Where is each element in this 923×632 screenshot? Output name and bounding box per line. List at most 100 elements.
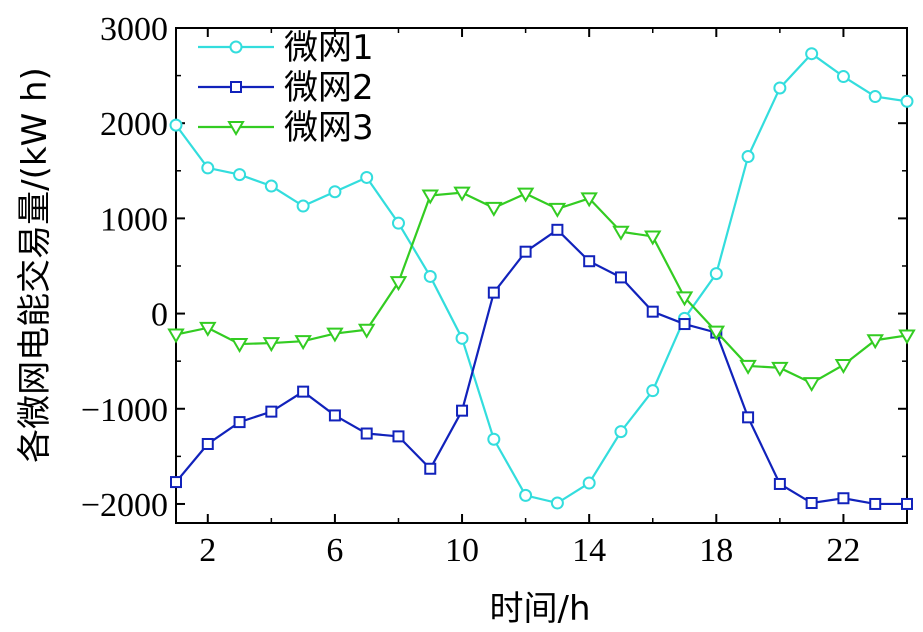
data-point-2 (901, 497, 913, 510)
data-point-2 (297, 385, 310, 398)
x-tick-label: 14 (572, 532, 606, 569)
data-point-1 (773, 81, 787, 95)
data-point-3 (262, 337, 281, 353)
data-point-1 (582, 476, 596, 490)
data-point-1 (487, 432, 501, 446)
x-tick-label: 22 (826, 532, 860, 569)
data-point-2 (583, 255, 596, 268)
data-point-1 (423, 269, 437, 283)
data-point-3 (453, 186, 471, 202)
data-point-3 (707, 325, 726, 341)
data-point-2 (456, 404, 469, 417)
data-point-2 (614, 271, 627, 284)
data-point-3 (294, 335, 312, 351)
y-axis: −2000 −1000 0 1000 2000 3000 (81, 11, 907, 524)
y-tick-label: −2000 (81, 487, 168, 524)
data-point-3 (357, 323, 376, 339)
data-point-2 (265, 405, 278, 418)
data-point-2 (646, 305, 659, 318)
data-point-3 (866, 334, 884, 350)
data-point-2 (170, 476, 182, 489)
legend-marker (229, 40, 243, 54)
data-point-3 (612, 225, 630, 241)
series-1 (169, 47, 914, 510)
legend-item-1: 微网1 (198, 28, 374, 68)
data-point-1 (550, 496, 564, 510)
data-point-3 (834, 358, 853, 374)
data-point-1 (868, 90, 882, 104)
series-2 (170, 223, 913, 510)
data-point-3 (421, 189, 440, 205)
data-point-3 (167, 328, 185, 344)
x-tick-label: 10 (445, 532, 479, 569)
data-point-2 (201, 437, 214, 450)
x-axis-title: 时间/h (489, 589, 590, 629)
data-point-1 (169, 118, 183, 132)
x-axis: 2 6 10 14 18 22 (199, 28, 908, 569)
data-point-2 (487, 286, 500, 299)
data-point-1 (741, 150, 755, 164)
series-3 (167, 186, 916, 393)
data-point-3 (199, 321, 217, 337)
data-point-3 (898, 329, 916, 345)
series-layer (167, 47, 916, 510)
data-point-2 (678, 318, 691, 331)
y-tick-label: 0 (151, 297, 168, 334)
data-point-1 (233, 168, 247, 182)
series-line-3 (175, 191, 908, 385)
data-point-1 (709, 267, 723, 281)
legend-item-2: 微网2 (198, 68, 374, 108)
data-point-2 (233, 416, 246, 429)
data-point-2 (328, 409, 341, 422)
data-point-3 (389, 276, 408, 292)
data-point-2 (360, 427, 373, 440)
data-point-3 (230, 338, 249, 354)
data-point-2 (773, 477, 786, 490)
data-point-1 (900, 94, 914, 108)
data-point-3 (802, 377, 821, 393)
plot-border (175, 27, 908, 524)
data-point-3 (771, 361, 789, 377)
data-point-1 (296, 199, 310, 213)
data-point-3 (739, 359, 757, 375)
data-point-1 (614, 425, 628, 439)
data-point-2 (392, 430, 405, 443)
data-point-2 (742, 411, 755, 424)
data-point-2 (424, 462, 437, 475)
legend-marker (227, 121, 245, 136)
y-tick-label: −1000 (81, 392, 168, 429)
data-point-1 (391, 216, 405, 230)
data-point-1 (519, 488, 533, 502)
legend-label: 微网3 (284, 108, 374, 148)
y-tick-label: 1000 (100, 201, 168, 238)
data-point-3 (643, 230, 662, 246)
y-axis-title: 各微网电能交易量/(kW h) (15, 67, 55, 463)
data-point-3 (516, 187, 535, 203)
data-point-2 (805, 497, 818, 510)
data-point-2 (869, 497, 882, 510)
data-point-1 (264, 179, 278, 193)
data-point-3 (548, 202, 567, 218)
legend-item-3: 微网3 (198, 108, 374, 148)
y-tick-label: 3000 (100, 11, 168, 48)
legend-marker (230, 81, 242, 93)
data-point-2 (551, 223, 564, 236)
data-point-2 (837, 492, 850, 505)
legend-label: 微网2 (284, 68, 374, 108)
plot-frame (175, 27, 908, 524)
data-point-1 (328, 185, 342, 199)
data-point-3 (326, 327, 344, 343)
data-point-1 (805, 47, 819, 61)
data-point-1 (455, 331, 469, 345)
data-point-3 (580, 192, 598, 208)
x-tick-label: 18 (699, 532, 733, 569)
data-point-1 (836, 70, 850, 84)
data-point-2 (519, 245, 532, 258)
data-point-1 (646, 384, 660, 398)
data-point-1 (201, 161, 215, 175)
x-tick-label: 2 (199, 532, 216, 569)
data-point-3 (485, 201, 503, 217)
legend-label: 微网1 (284, 28, 374, 68)
